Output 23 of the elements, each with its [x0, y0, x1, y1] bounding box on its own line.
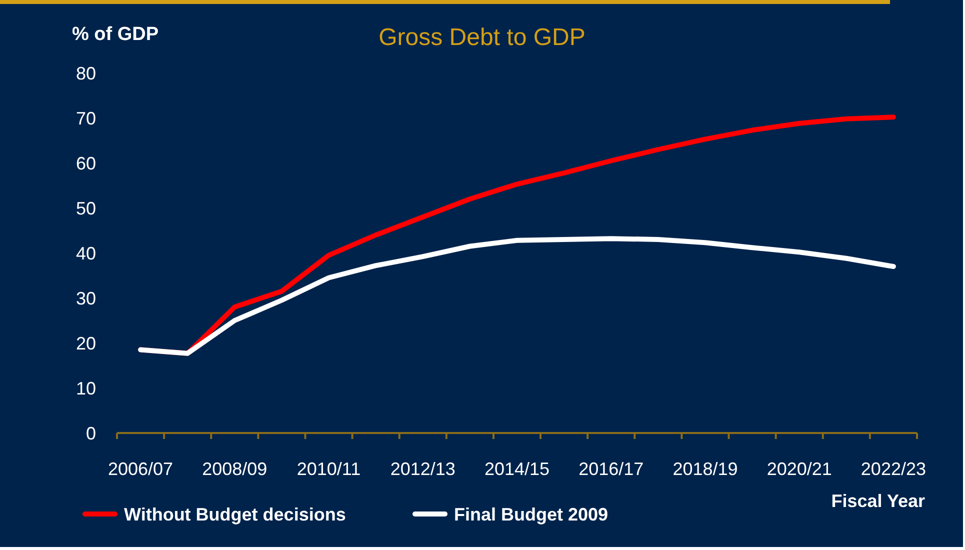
y-tick-label: 60: [76, 153, 96, 174]
y-tick-label: 50: [76, 198, 96, 218]
x-tick-label: 2022/23: [860, 459, 926, 479]
x-tick-label: 2016/17: [578, 459, 644, 479]
y-tick-label: 20: [76, 333, 96, 354]
legend-label: Without Budget decisions: [124, 504, 346, 524]
y-tick-label: 40: [76, 243, 96, 264]
x-tick-label: 2018/19: [672, 459, 738, 479]
legend-label: Final Budget 2009: [454, 504, 608, 524]
x-tick-label: 2012/13: [390, 459, 456, 479]
x-tick-label: 2020/21: [766, 459, 832, 479]
chart-title: Gross Debt to GDP: [378, 24, 586, 51]
y-tick-label: 10: [76, 378, 96, 398]
x-tick-label: 2010/11: [296, 459, 361, 479]
x-tick-label: 2006/07: [108, 459, 174, 479]
y-tick-label: 30: [76, 288, 96, 308]
x-axis-title: Fiscal Year: [831, 491, 925, 511]
y-tick-label: 0: [86, 423, 96, 444]
y-axis-title: % of GDP: [72, 24, 159, 45]
x-tick-label: 2014/15: [484, 459, 550, 479]
y-tick-label: 70: [76, 108, 96, 128]
x-tick-label: 2008/09: [202, 459, 268, 479]
y-tick-label: 80: [76, 63, 96, 84]
